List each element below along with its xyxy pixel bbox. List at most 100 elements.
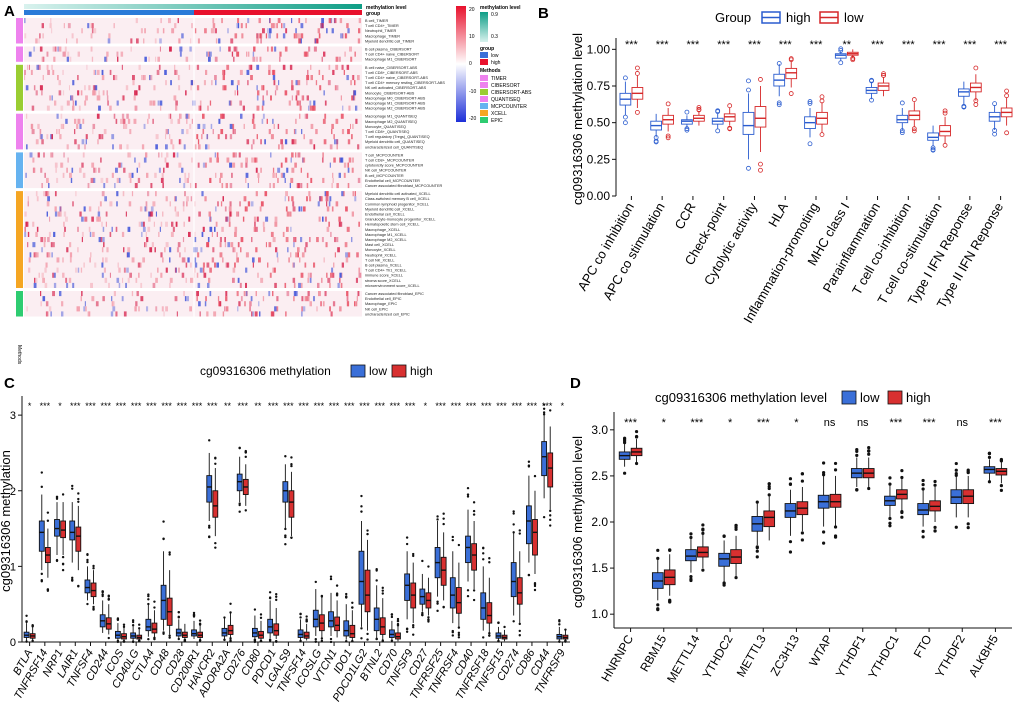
outlier-point (482, 558, 485, 561)
heatmap-cell (275, 172, 277, 178)
heatmap-cell (72, 282, 75, 288)
heatmap-cell (84, 100, 87, 106)
heatmap-cell (293, 139, 297, 145)
heatmap-cell (240, 247, 242, 253)
heatmap-cell (291, 85, 293, 91)
heatmap-cell (204, 301, 207, 307)
outlier-point (867, 486, 871, 491)
outlier-point (208, 439, 211, 442)
heatmap-cell (69, 172, 72, 178)
heatmap-cell (53, 56, 56, 62)
significance-label: ** (224, 401, 232, 411)
heatmap-cell (339, 56, 341, 62)
outlier-point (900, 475, 904, 480)
outlier-point (933, 529, 937, 533)
heatmap-cell (220, 172, 223, 178)
heatmap-cell (59, 211, 62, 217)
heatmap-cell (212, 257, 215, 263)
heatmap-cell (322, 177, 325, 183)
heatmap-cell (28, 51, 32, 57)
heatmap-cell (92, 85, 96, 91)
outlier-point (855, 488, 859, 492)
heatmap-cell (232, 162, 236, 168)
outlier-point (867, 452, 871, 456)
heatmap-cell (353, 95, 356, 101)
outlier-point (284, 534, 287, 537)
heatmap-row-label: Monocyte_XCELL (365, 248, 396, 252)
heatmap-cell (256, 95, 259, 101)
heatmap-cell (270, 46, 274, 52)
heatmap-cell (234, 90, 236, 96)
heatmap-cell (190, 38, 192, 44)
heatmap-cell (77, 144, 80, 150)
outlier-point (634, 109, 640, 115)
heatmap-cell (104, 56, 107, 62)
outlier-point (314, 640, 317, 643)
heatmap-cell (143, 123, 146, 129)
outlier-point (390, 615, 394, 619)
outlier-point (381, 586, 384, 590)
outlier-point (488, 557, 491, 560)
heatmap-cell (323, 139, 327, 145)
heatmap-cell (282, 172, 286, 178)
heatmap-cell (189, 123, 192, 129)
heatmap-cell (199, 267, 203, 273)
outlier-point (776, 102, 782, 108)
heatmap-cell (259, 56, 262, 62)
heatmap-cell (299, 257, 301, 263)
heatmap-cell (331, 183, 333, 189)
heatmap-cell (268, 69, 271, 75)
heatmap-cell (58, 90, 62, 96)
outlier-point (755, 555, 759, 559)
outlier-point (634, 429, 639, 434)
heatmap-cell (285, 191, 288, 197)
heatmap-cell (325, 191, 329, 197)
x-tick-label: METTL14 (664, 632, 703, 685)
heatmap-cell (184, 247, 186, 253)
heatmap-cell (283, 23, 286, 29)
heatmap-cell (114, 183, 116, 189)
outlier-point (746, 87, 751, 93)
heatmap-cell (285, 237, 289, 243)
heatmap-cell (237, 18, 240, 24)
significance-label: * (728, 417, 733, 429)
outlier-point (1004, 93, 1010, 99)
heatmap-row-label: Macrophage M1_QUANTISEQ (365, 115, 417, 119)
heatmap-row-label: Myeloid dendritic cell_QUANTISEQ (365, 140, 425, 144)
heatmap-cell (35, 252, 37, 258)
heatmap-cell (321, 18, 324, 24)
heatmap-cell (293, 262, 295, 268)
significance-label: *** (390, 401, 401, 411)
heatmap-cell (298, 90, 300, 96)
heatmap-cell (91, 56, 94, 62)
heatmap-cell (336, 144, 338, 150)
heatmap-cell (315, 129, 318, 135)
y-tick-label: 0.75 (587, 79, 611, 93)
heatmap-cell (106, 51, 109, 57)
heatmap-cell (118, 282, 121, 288)
outlier-point (656, 608, 660, 612)
heatmap-cell (322, 157, 324, 163)
heatmap-cell (154, 247, 156, 253)
outlier-point (290, 463, 293, 466)
outlier-point (734, 527, 738, 531)
heatmap-cell (245, 196, 247, 202)
heatmap-cell (149, 211, 152, 217)
outlier-point (198, 619, 202, 622)
heatmap-cell (331, 129, 333, 135)
box-c-low (282, 481, 289, 503)
heatmap-cell (118, 162, 121, 168)
heatmap-cell (181, 129, 184, 135)
heatmap-cell (155, 56, 157, 62)
heatmap-cell (187, 177, 189, 183)
heatmap-cell (107, 38, 111, 44)
heatmap-cell (102, 237, 105, 243)
heatmap-cell (165, 144, 168, 150)
outlier-point (61, 563, 65, 566)
heatmap-cell (316, 237, 319, 243)
heatmap-cell (281, 144, 284, 150)
heatmap-cell (202, 226, 205, 232)
heatmap-cell (345, 206, 348, 212)
heatmap-cell (309, 272, 312, 278)
legend-d-title: cg09316306 methylation level (655, 390, 827, 405)
